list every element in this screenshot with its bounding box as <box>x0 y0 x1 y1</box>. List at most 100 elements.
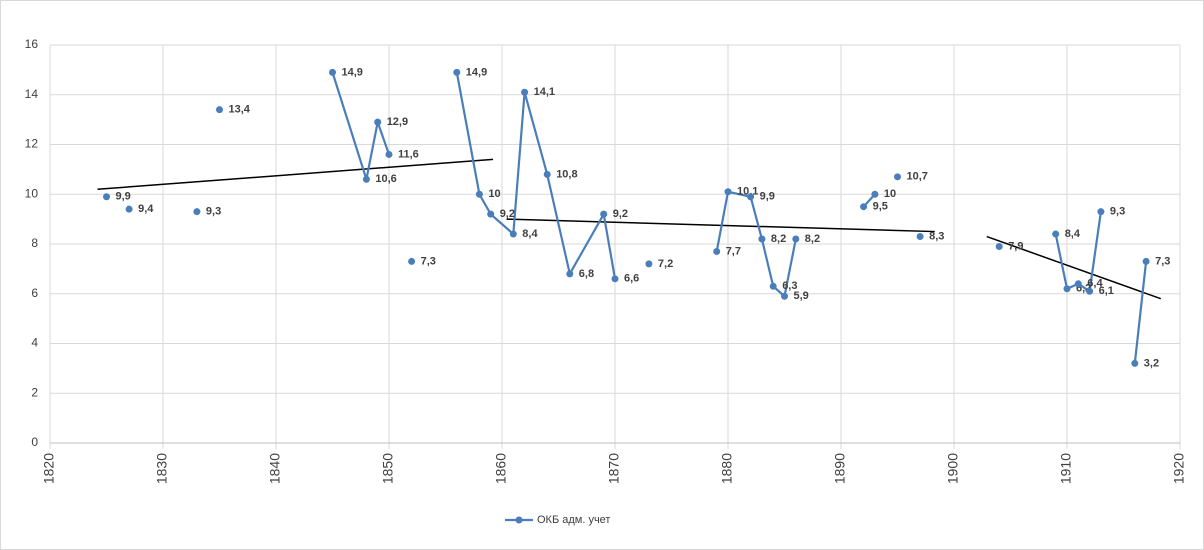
x-tick-label: 1840 <box>267 453 283 484</box>
data-label: 9,2 <box>500 208 515 220</box>
data-label: 7,2 <box>658 258 673 270</box>
marker <box>1142 257 1150 265</box>
x-tick-label: 1910 <box>1058 453 1074 484</box>
marker <box>521 88 529 96</box>
data-label: 9,5 <box>873 201 888 213</box>
data-label: 3,2 <box>1144 357 1159 369</box>
x-tick-label: 1820 <box>41 453 57 484</box>
legend-marker <box>515 516 523 524</box>
marker <box>724 188 732 196</box>
y-tick-label: 4 <box>31 336 38 350</box>
marker <box>193 208 201 216</box>
data-label: 9,9 <box>760 191 775 203</box>
data-label: 8,4 <box>522 228 538 240</box>
data-label: 6,4 <box>1087 278 1103 290</box>
data-label: 8,3 <box>929 230 944 242</box>
data-label: 8,4 <box>1065 228 1081 240</box>
marker <box>916 233 924 241</box>
x-tick-label: 1890 <box>832 453 848 484</box>
data-label: 10,6 <box>375 173 396 185</box>
x-tick-label: 1870 <box>606 453 622 484</box>
marker <box>1052 230 1060 238</box>
data-label: 11,6 <box>398 148 419 160</box>
marker <box>509 230 517 238</box>
data-label: 9,4 <box>138 203 154 215</box>
marker <box>475 190 483 198</box>
data-label: 14,1 <box>534 86 555 98</box>
data-label: 6,6 <box>624 273 639 285</box>
data-label: 7,9 <box>1008 240 1023 252</box>
trendline <box>986 235 1162 300</box>
marker <box>781 292 788 300</box>
series-line <box>331 72 391 180</box>
marker <box>860 203 868 211</box>
marker <box>1074 280 1082 288</box>
x-tick-label: 1880 <box>719 453 735 484</box>
data-label: 7,7 <box>726 245 741 257</box>
y-tick-label: 0 <box>31 435 38 449</box>
marker <box>408 257 416 265</box>
marker <box>329 68 336 76</box>
marker <box>453 68 461 76</box>
marker <box>543 170 551 178</box>
y-tick-label: 6 <box>31 286 38 300</box>
marker <box>566 270 574 278</box>
data-label: 5,9 <box>794 290 809 302</box>
marker <box>1063 285 1071 293</box>
y-tick-label: 10 <box>25 186 39 200</box>
data-label: 14,9 <box>342 66 363 78</box>
marker <box>1086 287 1094 295</box>
data-label: 9,3 <box>1110 206 1125 218</box>
y-tick-label: 2 <box>31 385 38 399</box>
marker <box>600 210 608 218</box>
marker <box>747 193 755 201</box>
marker <box>103 193 110 201</box>
y-tick-label: 8 <box>31 236 38 250</box>
marker <box>487 210 495 218</box>
data-label: 13,4 <box>229 104 251 116</box>
data-label: 7,3 <box>1155 255 1170 267</box>
marker <box>216 106 223 114</box>
marker <box>385 150 393 158</box>
marker <box>758 235 766 243</box>
data-label: 7,3 <box>421 255 436 267</box>
marker <box>645 260 653 268</box>
x-tick-label: 1920 <box>1171 453 1187 484</box>
marker <box>611 275 619 283</box>
data-label: 6,8 <box>579 268 594 280</box>
data-label: 10 <box>884 188 896 200</box>
data-label: 9,9 <box>116 191 131 203</box>
x-tick-label: 1830 <box>154 453 170 484</box>
data-label: 6,1 <box>1099 285 1114 297</box>
series-line <box>1133 261 1148 364</box>
data-label: 10 <box>488 188 500 200</box>
data-label: 10,8 <box>556 168 577 180</box>
marker <box>894 173 901 181</box>
x-tick-label: 1900 <box>945 453 961 484</box>
marker <box>995 242 1003 250</box>
marker <box>1097 208 1105 216</box>
marker <box>769 282 777 290</box>
marker <box>374 118 382 126</box>
marker <box>125 205 133 213</box>
data-label: 8,2 <box>805 233 820 245</box>
trendline <box>97 158 494 191</box>
x-tick-label: 1850 <box>380 453 396 484</box>
data-label: 12,9 <box>387 116 408 128</box>
marker <box>792 235 800 243</box>
y-tick-label: 16 <box>25 37 39 51</box>
data-label: 6,3 <box>782 280 797 292</box>
data-label: 8,2 <box>771 233 786 245</box>
data-label: 9,2 <box>613 208 628 220</box>
y-tick-label: 14 <box>25 87 39 101</box>
x-tick-label: 1860 <box>493 453 509 484</box>
marker <box>871 190 879 198</box>
marker <box>1131 359 1139 367</box>
data-label: 9,3 <box>206 206 221 218</box>
legend-label: ОКБ адм. учет <box>537 514 610 526</box>
data-label: 10,7 <box>907 171 928 183</box>
marker <box>713 247 721 255</box>
y-tick-label: 12 <box>25 137 39 151</box>
